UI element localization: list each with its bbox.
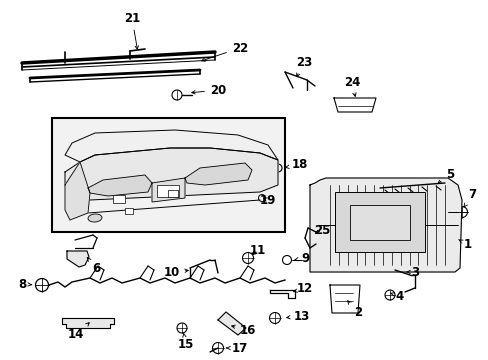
Text: 3: 3 [406, 266, 418, 279]
Text: 25: 25 [313, 224, 329, 237]
Text: 24: 24 [343, 76, 360, 96]
Text: 7: 7 [463, 189, 475, 207]
Text: 21: 21 [123, 12, 140, 49]
Polygon shape [67, 251, 89, 267]
Bar [113, 195, 125, 203]
Text: 12: 12 [293, 282, 312, 294]
Text: 4: 4 [389, 289, 403, 302]
Polygon shape [152, 178, 184, 202]
Bar [157, 185, 179, 197]
Text: 15: 15 [178, 333, 194, 351]
Polygon shape [65, 162, 90, 220]
Polygon shape [62, 318, 114, 328]
Text: 5: 5 [437, 167, 453, 184]
Polygon shape [184, 163, 251, 185]
Polygon shape [65, 130, 278, 162]
Text: 9: 9 [294, 252, 308, 265]
Ellipse shape [88, 214, 102, 222]
Bar [168, 190, 178, 197]
Text: 13: 13 [286, 310, 309, 323]
Polygon shape [88, 175, 152, 196]
Bar [52, 118, 285, 232]
Text: 20: 20 [191, 84, 225, 96]
Bar [334, 192, 424, 252]
Text: 18: 18 [285, 158, 307, 171]
Bar [349, 205, 409, 240]
Text: 16: 16 [231, 324, 256, 337]
Text: 2: 2 [347, 301, 361, 319]
Text: 11: 11 [249, 243, 265, 256]
Polygon shape [65, 148, 278, 200]
Polygon shape [309, 178, 461, 272]
Text: 10: 10 [163, 266, 188, 279]
Text: 1: 1 [458, 238, 471, 252]
Polygon shape [218, 312, 245, 335]
Text: 19: 19 [259, 194, 276, 207]
Text: 23: 23 [295, 55, 311, 77]
Text: 17: 17 [226, 342, 247, 355]
Text: 22: 22 [201, 41, 247, 61]
Bar [125, 208, 133, 214]
Text: 8: 8 [18, 278, 32, 291]
Text: 14: 14 [68, 323, 89, 342]
Text: 6: 6 [87, 258, 100, 274]
